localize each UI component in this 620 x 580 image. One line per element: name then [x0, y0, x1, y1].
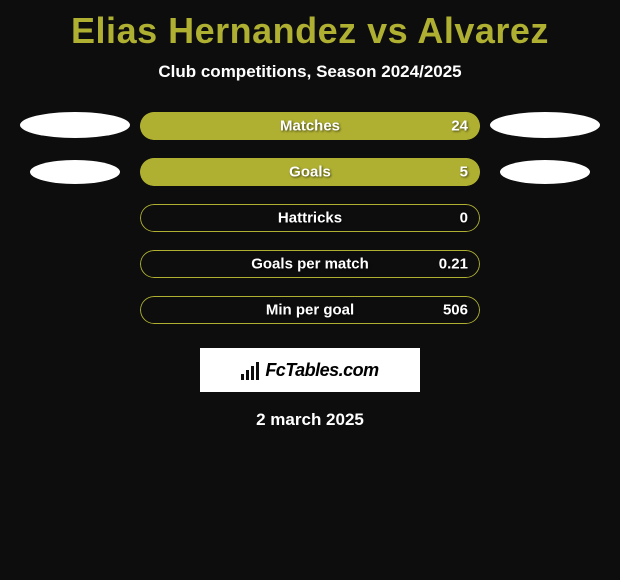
logo-text: FcTables.com [265, 360, 378, 381]
comparison-card: Elias Hernandez vs Alvarez Club competit… [0, 0, 620, 430]
player-ellipse [30, 160, 120, 184]
date-label: 2 march 2025 [256, 410, 364, 430]
stat-label: Matches [280, 118, 340, 135]
barchart-icon [241, 360, 259, 380]
stat-bar: Matches 24 [140, 112, 480, 140]
stat-value: 24 [451, 118, 468, 135]
stat-bar: Min per goal 506 [140, 296, 480, 324]
stat-bar: Goals 5 [140, 158, 480, 186]
player-ellipse [500, 160, 590, 184]
stat-value: 0 [460, 210, 468, 227]
stat-value: 506 [443, 302, 468, 319]
player-ellipse [490, 112, 600, 138]
right-player-col [480, 112, 610, 324]
stat-label: Hattricks [278, 210, 342, 227]
stat-bar: Hattricks 0 [140, 204, 480, 232]
stat-bars: Matches 24 Goals 5 Hattricks 0 Goals per match… [140, 112, 480, 324]
stat-label: Min per goal [266, 302, 354, 319]
stat-bar: Goals per match 0.21 [140, 250, 480, 278]
stats-area: Matches 24 Goals 5 Hattricks 0 Goals per match… [0, 112, 620, 324]
stat-value: 5 [460, 164, 468, 181]
left-player-col [10, 112, 140, 324]
page-title: Elias Hernandez vs Alvarez [71, 10, 549, 52]
player-ellipse [20, 112, 130, 138]
fctables-logo: FcTables.com [200, 348, 420, 392]
stat-label: Goals [289, 164, 331, 181]
stat-label: Goals per match [251, 256, 369, 273]
subtitle: Club competitions, Season 2024/2025 [158, 62, 461, 82]
stat-value: 0.21 [439, 256, 468, 273]
